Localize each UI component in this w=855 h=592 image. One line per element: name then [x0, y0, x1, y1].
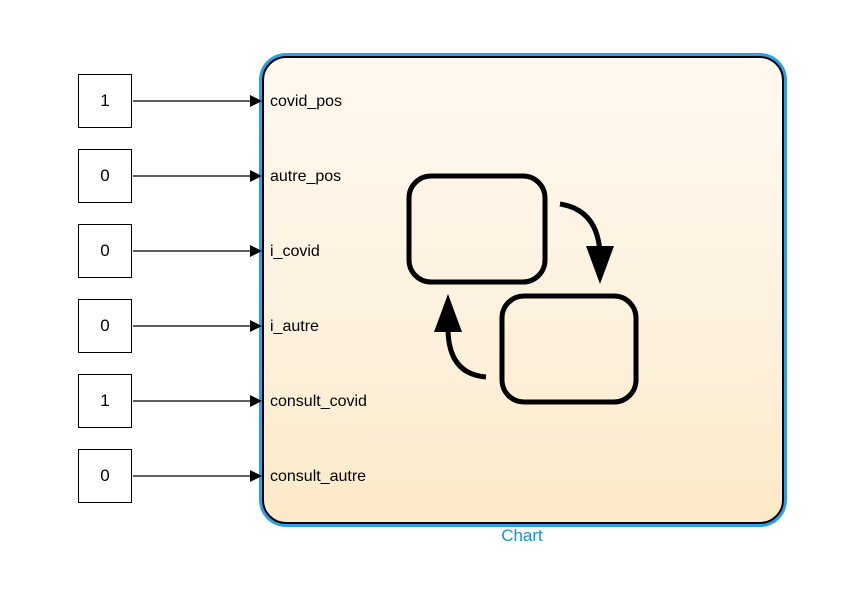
input-port-covid-pos: covid_pos [270, 93, 343, 110]
input-port-autre-pos: autre_pos [270, 168, 342, 185]
chart-name-label[interactable]: Chart [501, 526, 543, 545]
constant-value: 0 [100, 316, 110, 335]
state-icon-top [406, 173, 548, 285]
constant-block-3[interactable]: 0 [78, 224, 132, 278]
signal-arrowhead-2 [250, 170, 262, 182]
input-port-consult-covid: consult_covid [270, 393, 367, 410]
transition-arrow-up [445, 327, 487, 380]
signal-arrowhead-5 [250, 395, 262, 407]
constant-value: 0 [100, 241, 110, 260]
constant-value: 1 [100, 391, 110, 410]
signal-arrowhead-6 [250, 470, 262, 482]
constant-block-1[interactable]: 1 [78, 74, 132, 128]
constant-value: 0 [100, 466, 110, 485]
constant-block-4[interactable]: 0 [78, 299, 132, 353]
input-port-i-autre: i_autre [270, 318, 319, 335]
signal-arrowhead-3 [250, 245, 262, 257]
stateflow-chart-icon [406, 173, 639, 405]
stateflow-chart-block[interactable] [262, 56, 784, 524]
signal-arrowhead-4 [250, 320, 262, 332]
input-port-consult-autre: consult_autre [270, 468, 367, 485]
input-port-i-covid: i_covid [270, 243, 320, 260]
constant-block-2[interactable]: 0 [78, 149, 132, 203]
constant-value: 1 [100, 91, 110, 110]
transition-arrowhead-down [586, 246, 614, 284]
constant-block-6[interactable]: 0 [78, 449, 132, 503]
transition-arrowhead-up [434, 294, 462, 332]
constant-value: 0 [100, 166, 110, 185]
constant-block-5[interactable]: 1 [78, 374, 132, 428]
signal-arrowhead-1 [250, 95, 262, 107]
state-icon-bottom [499, 293, 639, 405]
